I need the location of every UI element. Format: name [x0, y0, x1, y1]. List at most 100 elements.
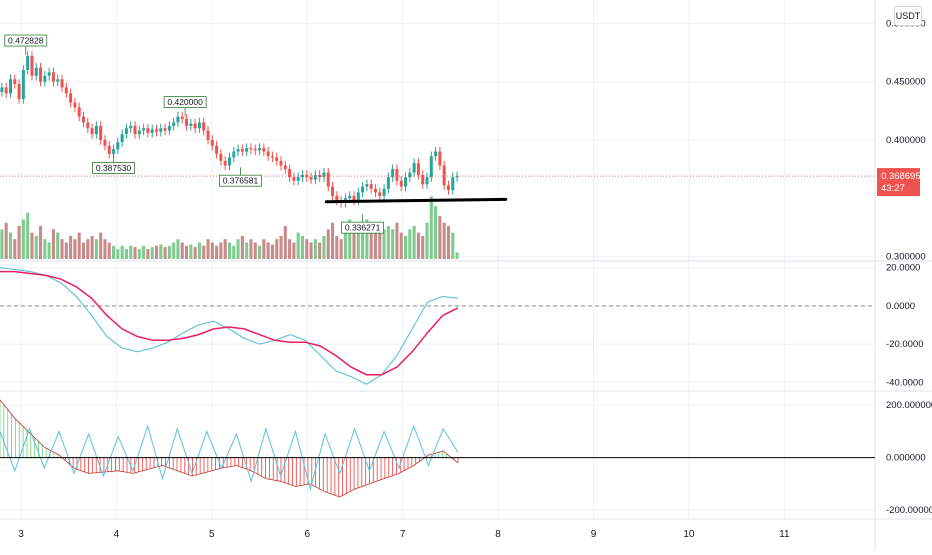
- volume-bar: [262, 239, 266, 259]
- volume-bar: [313, 239, 317, 259]
- volume-bar: [86, 239, 90, 259]
- candle-body: [99, 125, 103, 140]
- volume-bar: [386, 226, 390, 259]
- volume-bar: [399, 232, 403, 259]
- histogram-outline: [0, 399, 459, 498]
- candle-body: [253, 149, 257, 151]
- volume-bar: [275, 239, 279, 259]
- candle-body: [442, 165, 446, 186]
- candle-body: [51, 72, 55, 82]
- volume-bar: [26, 212, 30, 259]
- candle-body: [352, 195, 356, 201]
- volume-bar: [94, 239, 98, 259]
- volume-bar: [202, 245, 206, 259]
- price-axis-tick-label: 0.400000: [886, 135, 926, 146]
- candle-body: [326, 172, 330, 187]
- candle-body: [64, 87, 68, 94]
- candle-body: [446, 185, 450, 191]
- candle-body: [404, 177, 408, 187]
- candle-body: [438, 151, 442, 166]
- candle-body: [365, 184, 369, 187]
- candle-body: [30, 55, 34, 76]
- candle-body: [318, 174, 322, 178]
- volume-bar: [253, 242, 257, 259]
- annotation-box: [4, 34, 48, 47]
- annotation-box: [163, 96, 207, 108]
- volume-bar: [227, 242, 232, 259]
- candle-body: [189, 123, 193, 126]
- volume-bar: [47, 242, 51, 259]
- volume-bar: [197, 242, 201, 259]
- oscillator-axis-tick-label: -20.0000: [886, 339, 924, 350]
- candle-body: [73, 102, 77, 108]
- volume-bar: [90, 235, 94, 259]
- candle-body: [43, 75, 47, 82]
- candle-body: [69, 93, 73, 103]
- volume-bar: [34, 235, 38, 259]
- volume-bar: [219, 242, 223, 259]
- candle-body: [142, 128, 146, 131]
- candle-body: [451, 177, 455, 191]
- volume-bar: [455, 252, 459, 259]
- volume-bar: [326, 229, 330, 259]
- volume-bar: [296, 232, 300, 259]
- candle-body: [322, 172, 326, 178]
- volume-bar: [4, 222, 8, 259]
- candle-body: [262, 148, 266, 152]
- time-axis-tick-label: 10: [683, 529, 695, 540]
- volume-bar: [193, 247, 197, 259]
- volume-bar: [412, 226, 416, 259]
- candle-body: [215, 145, 219, 154]
- candle-body: [103, 139, 107, 146]
- volume-bar: [150, 247, 154, 259]
- candle-body: [434, 151, 438, 157]
- time-axis-tick-label: 9: [591, 529, 597, 540]
- candle-body: [249, 148, 253, 150]
- candle-body: [412, 163, 416, 173]
- candle-body: [386, 177, 390, 189]
- trendline: [324, 197, 508, 204]
- candle-body: [416, 163, 420, 175]
- oscillator-series-line: [0, 267, 459, 385]
- currency-button[interactable]: USDT: [894, 6, 922, 26]
- volume-bar: [137, 249, 141, 259]
- volume-bar: [167, 245, 171, 259]
- candle-body: [94, 125, 98, 135]
- volume-bar: [112, 245, 116, 259]
- candle-body: [356, 192, 360, 201]
- volume-bar: [180, 242, 184, 259]
- volume-bar: [395, 222, 399, 259]
- candle-body: [266, 151, 270, 157]
- candle-body: [361, 186, 365, 193]
- volume-bar: [382, 229, 386, 259]
- volume-bar: [343, 226, 347, 259]
- price-axis-tick-label: 0.450000: [886, 77, 926, 88]
- volume-bar: [124, 249, 128, 259]
- time-axis-tick-label: 7: [400, 529, 406, 540]
- volume-bar: [300, 235, 305, 259]
- volume-bar: [176, 239, 180, 259]
- candle-body: [60, 79, 64, 88]
- volume-bar: [369, 226, 373, 259]
- candle-body: [296, 177, 300, 181]
- candle-body: [146, 128, 150, 133]
- candle-body: [180, 116, 184, 119]
- candle-body: [77, 107, 81, 117]
- volume-bar: [60, 239, 64, 259]
- candle-body: [283, 165, 287, 170]
- volume-bar: [309, 242, 313, 259]
- candle-body: [395, 169, 399, 181]
- volume-bar: [442, 222, 446, 259]
- candle-body: [8, 79, 12, 94]
- volume-bar: [107, 242, 111, 259]
- volume-bar: [348, 219, 352, 259]
- oscillator-axis-tick-label: 20.0000: [886, 263, 920, 274]
- oscillator-axis-tick-label: 0.000000: [886, 453, 926, 464]
- candle-body: [13, 79, 17, 84]
- oscillator-axis-tick-label: -40.0000: [886, 377, 924, 388]
- candle-body: [154, 129, 158, 132]
- volume-bar: [446, 226, 451, 259]
- candle-body: [429, 156, 433, 178]
- volume-bar: [8, 232, 13, 259]
- volume-bar: [408, 229, 412, 259]
